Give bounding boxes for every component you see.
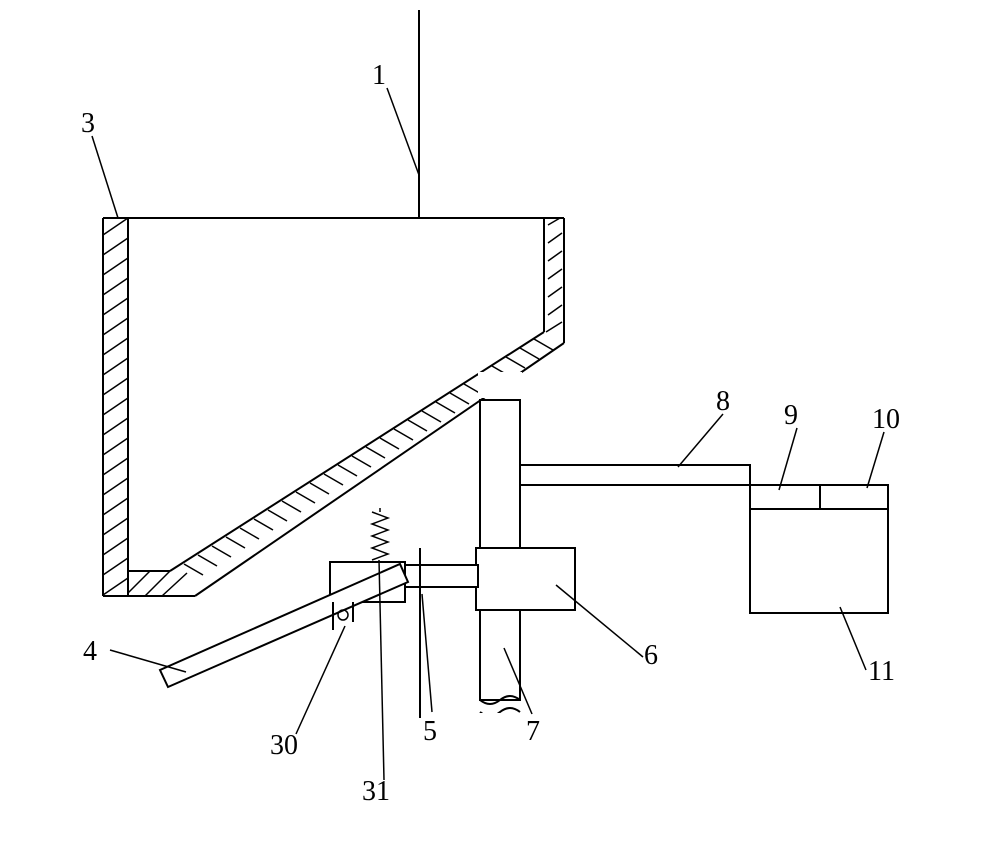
label-4: 4 xyxy=(83,636,97,668)
label-6: 6 xyxy=(644,640,658,672)
connector-h xyxy=(405,565,478,587)
hatch-left-wall xyxy=(103,218,128,595)
label-11: 11 xyxy=(868,656,895,688)
label-9: 9 xyxy=(784,400,798,432)
label-30: 30 xyxy=(270,730,298,762)
schematic-svg xyxy=(0,0,1000,850)
label-7: 7 xyxy=(526,716,540,748)
part-4-chute xyxy=(160,564,408,687)
label-8: 8 xyxy=(716,386,730,418)
label-5: 5 xyxy=(423,716,437,748)
hatch-bottom xyxy=(128,571,187,596)
label-1: 1 xyxy=(372,60,386,92)
mask1 xyxy=(328,540,407,560)
pipe-break-mask xyxy=(478,713,522,738)
label-3: 3 xyxy=(81,108,95,140)
part-8-arm xyxy=(520,465,750,485)
part-6-block xyxy=(476,548,575,610)
mask-pipe-top xyxy=(478,372,522,398)
label-31: 31 xyxy=(362,776,390,808)
label-10: 10 xyxy=(872,404,900,436)
